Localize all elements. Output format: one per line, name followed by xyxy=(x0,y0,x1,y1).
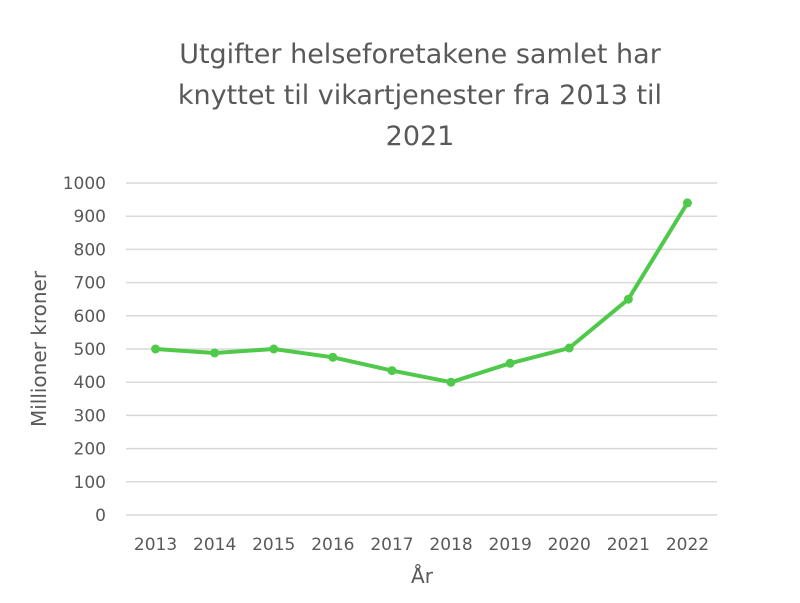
x-tick-label: 2022 xyxy=(666,535,709,555)
y-axis-ticks: 0 100 200 300 400 500 600 700 800 900 1000 xyxy=(63,174,106,526)
data-point-marker xyxy=(505,358,515,368)
y-axis-label: Millioner kroner xyxy=(27,270,51,427)
y-tick-label: 1000 xyxy=(63,174,106,194)
data-point-marker xyxy=(682,198,692,208)
chart-title: Utgifter helseforetakene samlet har knyt… xyxy=(60,34,780,157)
chart-title-line-3: 2021 xyxy=(385,121,455,152)
x-axis-ticks: 2013 2014 2015 2016 2017 2018 2019 2020 2021 2022 xyxy=(134,535,709,555)
data-point-marker xyxy=(328,352,338,362)
x-axis-label: År xyxy=(411,564,434,588)
y-tick-label: 700 xyxy=(74,274,106,294)
series-line xyxy=(153,200,690,385)
x-tick-label: 2021 xyxy=(607,535,650,555)
data-point-marker xyxy=(623,294,633,304)
x-tick-label: 2020 xyxy=(548,535,591,555)
y-tick-label: 900 xyxy=(74,207,106,227)
chart-title-line-1: Utgifter helseforetakene samlet har xyxy=(179,39,661,70)
y-tick-label: 300 xyxy=(74,406,106,426)
y-tick-label: 800 xyxy=(74,240,106,260)
y-tick-label: 400 xyxy=(74,373,106,393)
data-point-marker xyxy=(387,366,397,376)
y-tick-label: 600 xyxy=(74,307,106,327)
y-tick-label: 0 xyxy=(95,506,106,526)
x-tick-label: 2013 xyxy=(134,535,177,555)
x-tick-label: 2019 xyxy=(489,535,532,555)
data-point-marker xyxy=(269,344,279,354)
y-tick-label: 200 xyxy=(74,440,106,460)
x-tick-label: 2016 xyxy=(311,535,354,555)
x-tick-label: 2015 xyxy=(252,535,295,555)
data-point-marker xyxy=(151,344,161,354)
gridlines xyxy=(126,182,717,516)
data-point-marker xyxy=(564,343,574,353)
x-tick-label: 2018 xyxy=(429,535,472,555)
data-series xyxy=(151,198,692,387)
y-tick-label: 100 xyxy=(74,473,106,493)
x-tick-label: 2014 xyxy=(193,535,236,555)
x-tick-label: 2017 xyxy=(370,535,413,555)
data-point-marker xyxy=(210,348,220,358)
chart-title-line-2: knyttet til vikartjenester fra 2013 til xyxy=(177,80,663,111)
y-tick-label: 500 xyxy=(74,340,106,360)
data-point-marker xyxy=(446,377,456,387)
